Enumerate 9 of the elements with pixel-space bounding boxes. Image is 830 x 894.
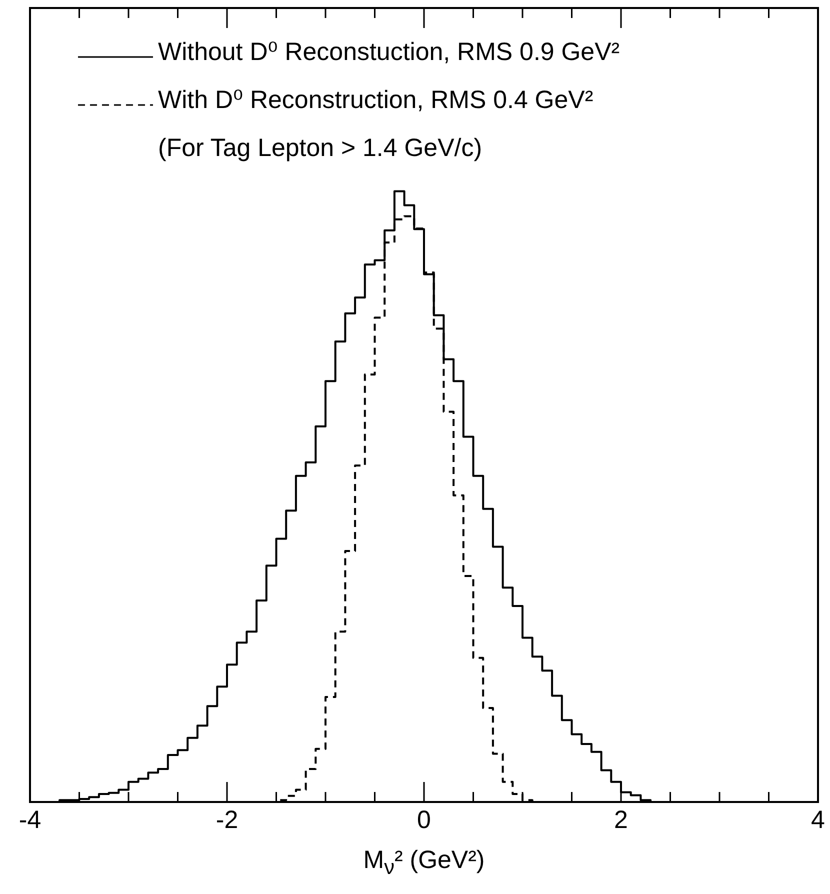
x-tick-label: -2 bbox=[216, 806, 238, 834]
x-tick-label: -4 bbox=[18, 806, 42, 834]
x-axis-title: M$_{ν}$² (GeV²) bbox=[362, 846, 486, 880]
legend-label: With D⁰ Reconstruction, RMS 0.4 GeV² bbox=[158, 86, 594, 114]
x-tick-label: 4 bbox=[811, 806, 826, 834]
legend-label: Without D⁰ Reconstuction, RMS 0.9 GeV² bbox=[158, 38, 620, 66]
x-tick-label: 2 bbox=[614, 806, 628, 834]
x-tick-label: 0 bbox=[417, 806, 431, 834]
text: (For Tag Lepton > 1.4 GeV/c) bbox=[158, 134, 482, 162]
